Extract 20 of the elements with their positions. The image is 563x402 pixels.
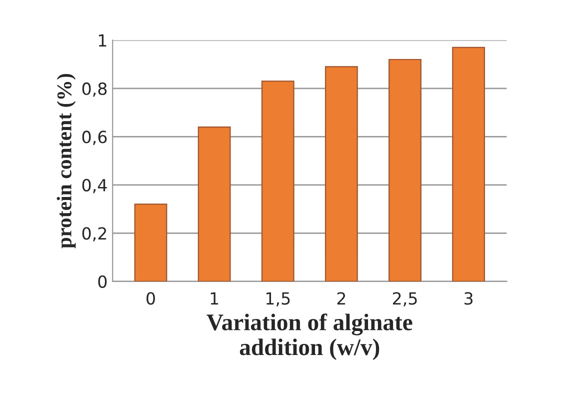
y-tick-label: 0,4 bbox=[82, 178, 107, 194]
x-tick-label: 1 bbox=[210, 292, 218, 304]
bar bbox=[261, 80, 294, 282]
y-tick-label: 1 bbox=[98, 34, 106, 47]
x-tick-label: 2,5 bbox=[392, 292, 417, 306]
bar bbox=[388, 58, 422, 282]
y-tick-label: 0,2 bbox=[82, 227, 106, 242]
y-tick-label: 0,6 bbox=[82, 130, 107, 145]
bar bbox=[324, 66, 358, 282]
y-axis-title: protein content (%) bbox=[56, 74, 76, 248]
x-axis-title: Variation of alginate addition (w/v) bbox=[206, 314, 412, 360]
x-tick-label: 1,5 bbox=[266, 292, 290, 306]
y-tick-label: 0,8 bbox=[82, 82, 107, 97]
x-tick-label: 2 bbox=[337, 292, 346, 304]
bar bbox=[452, 46, 486, 282]
y-tick-label: 0 bbox=[98, 275, 107, 288]
bar bbox=[134, 204, 168, 282]
bar bbox=[198, 126, 231, 282]
x-tick-label: 3 bbox=[464, 292, 473, 305]
x-tick-label: 0 bbox=[146, 292, 155, 305]
